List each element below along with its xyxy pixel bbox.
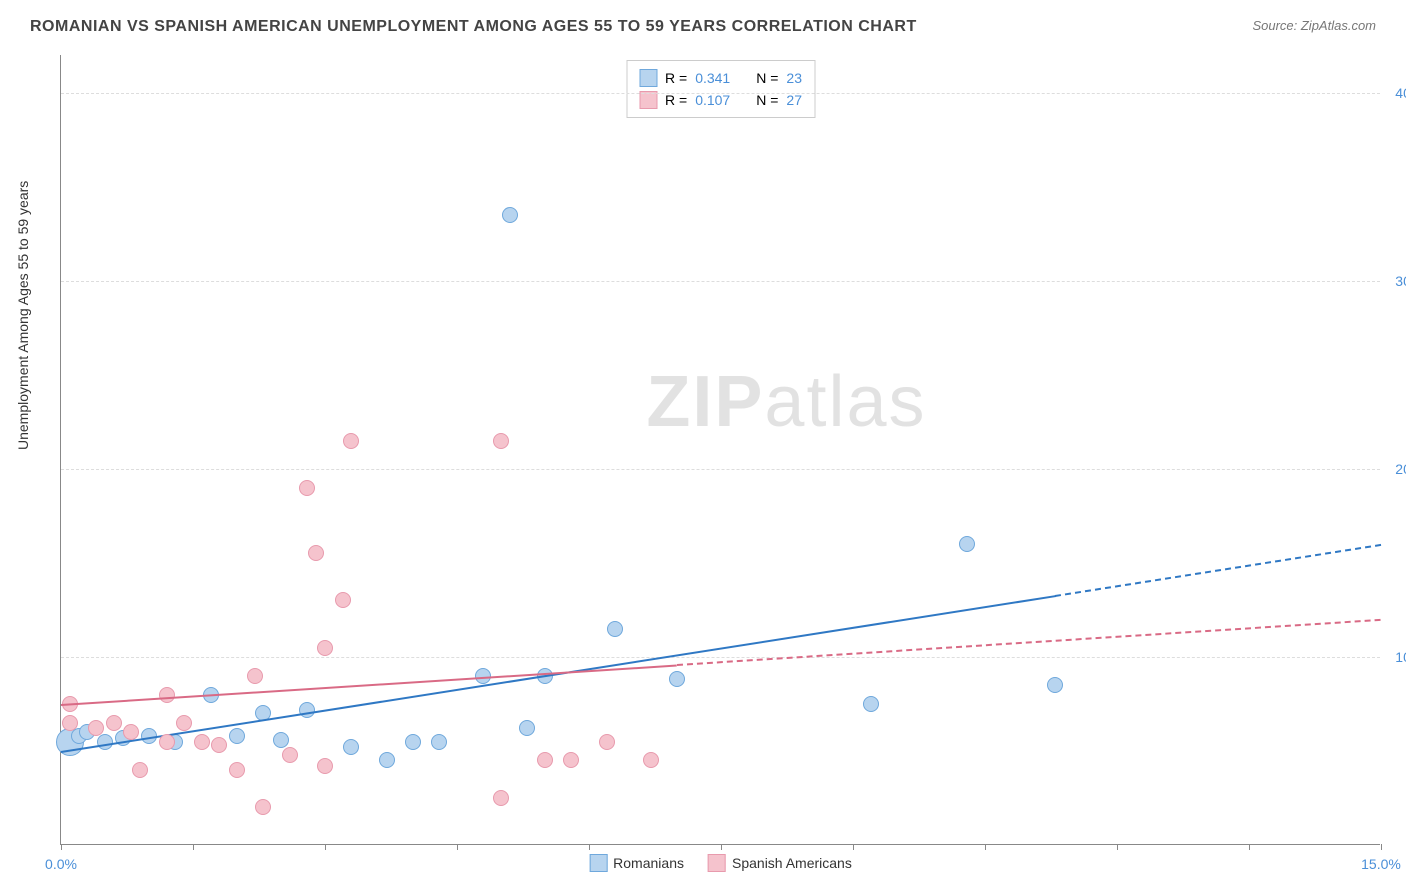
x-tick: [1117, 844, 1118, 850]
legend-label: Spanish Americans: [732, 855, 852, 871]
data-point: [1047, 677, 1063, 693]
legend-r-label: R =: [665, 70, 687, 86]
data-point: [62, 715, 78, 731]
data-point: [379, 752, 395, 768]
y-tick-label: 30.0%: [1395, 273, 1406, 289]
y-tick-label: 40.0%: [1395, 85, 1406, 101]
legend-swatch: [639, 69, 657, 87]
gridline: [61, 281, 1380, 282]
gridline: [61, 93, 1380, 94]
x-tick: [457, 844, 458, 850]
x-tick: [325, 844, 326, 850]
legend-n-label: N =: [756, 70, 778, 86]
data-point: [273, 732, 289, 748]
data-point: [599, 734, 615, 750]
data-point: [405, 734, 421, 750]
trend-line: [61, 664, 677, 705]
data-point: [194, 734, 210, 750]
chart-source: Source: ZipAtlas.com: [1252, 18, 1376, 33]
legend-n-value: 23: [786, 70, 802, 86]
chart-title: ROMANIAN VS SPANISH AMERICAN UNEMPLOYMEN…: [30, 18, 917, 36]
legend-item: Spanish Americans: [708, 854, 852, 872]
data-point: [607, 621, 623, 637]
data-point: [229, 728, 245, 744]
data-point: [863, 696, 879, 712]
gridline: [61, 469, 1380, 470]
data-point: [343, 433, 359, 449]
data-point: [229, 762, 245, 778]
legend-series: Romanians Spanish Americans: [589, 854, 852, 872]
y-axis-label: Unemployment Among Ages 55 to 59 years: [15, 181, 31, 450]
data-point: [106, 715, 122, 731]
data-point: [282, 747, 298, 763]
gridline: [61, 657, 1380, 658]
legend-swatch: [639, 91, 657, 109]
legend-item: Romanians: [589, 854, 684, 872]
data-point: [123, 724, 139, 740]
x-tick: [61, 844, 62, 850]
data-point: [317, 640, 333, 656]
data-point: [493, 790, 509, 806]
legend-r-label: R =: [665, 92, 687, 108]
data-point: [255, 799, 271, 815]
data-point: [97, 734, 113, 750]
data-point: [159, 734, 175, 750]
watermark: ZIPatlas: [646, 361, 926, 443]
legend-swatch: [589, 854, 607, 872]
chart-plot-area: ZIPatlas R =0.341N =23R =0.107N =27 Roma…: [60, 55, 1380, 845]
data-point: [211, 737, 227, 753]
data-point: [317, 758, 333, 774]
legend-r-value: 0.341: [695, 70, 730, 86]
x-tick: [721, 844, 722, 850]
data-point: [343, 739, 359, 755]
legend-row: R = 0.341 N = 23: [639, 67, 802, 89]
legend-swatch: [708, 854, 726, 872]
trend-line: [677, 619, 1381, 666]
data-point: [299, 480, 315, 496]
x-tick-label: 0.0%: [45, 856, 77, 872]
data-point: [431, 734, 447, 750]
data-point: [159, 687, 175, 703]
data-point: [176, 715, 192, 731]
x-tick: [1381, 844, 1382, 850]
x-tick: [985, 844, 986, 850]
data-point: [308, 545, 324, 561]
x-tick: [853, 844, 854, 850]
data-point: [247, 668, 263, 684]
data-point: [643, 752, 659, 768]
data-point: [669, 671, 685, 687]
legend-n-label: N =: [756, 92, 778, 108]
data-point: [563, 752, 579, 768]
legend-correlation: R = 0.341 N = 23 R = 0.107 N = 27: [626, 60, 815, 118]
data-point: [335, 592, 351, 608]
y-tick-label: 20.0%: [1395, 461, 1406, 477]
data-point: [502, 207, 518, 223]
x-tick: [1249, 844, 1250, 850]
legend-r-value: 0.107: [695, 92, 730, 108]
legend-n-value: 27: [786, 92, 802, 108]
data-point: [132, 762, 148, 778]
data-point: [88, 720, 104, 736]
x-tick-label: 15.0%: [1361, 856, 1401, 872]
data-point: [493, 433, 509, 449]
data-point: [959, 536, 975, 552]
y-tick-label: 10.0%: [1395, 649, 1406, 665]
legend-label: Romanians: [613, 855, 684, 871]
data-point: [519, 720, 535, 736]
trend-line: [1055, 544, 1381, 597]
x-tick: [193, 844, 194, 850]
x-tick: [589, 844, 590, 850]
data-point: [537, 752, 553, 768]
